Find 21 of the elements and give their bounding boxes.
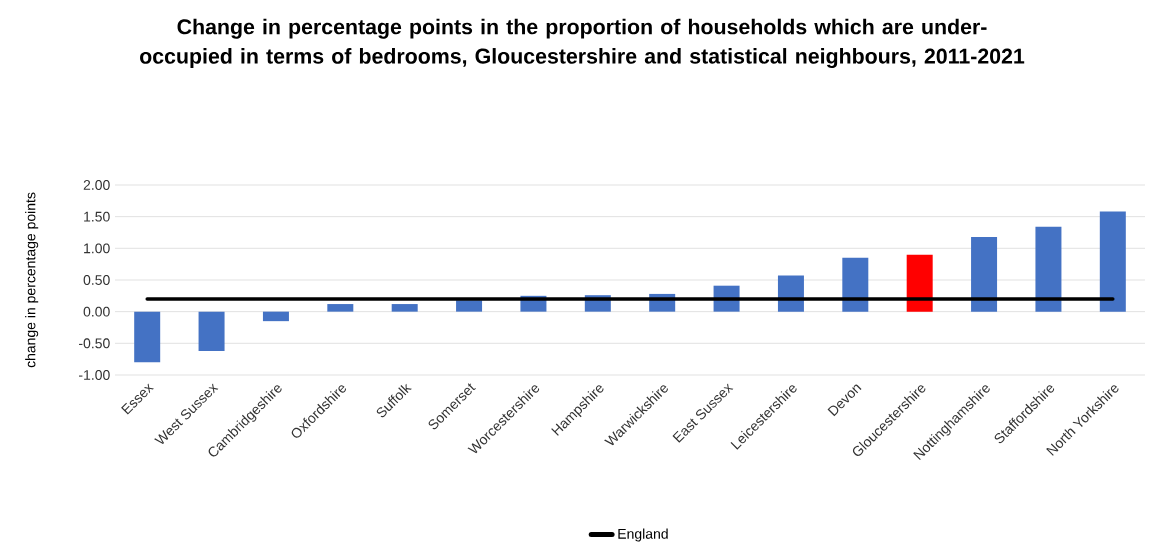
y-tick-label: 1.50 xyxy=(84,211,110,222)
bar xyxy=(198,311,225,351)
bar xyxy=(1035,226,1062,312)
bar xyxy=(906,254,933,312)
bar xyxy=(456,300,483,312)
bar xyxy=(262,311,289,322)
y-tick-label: 0.50 xyxy=(83,275,110,285)
bar xyxy=(391,304,418,312)
y-tick-label: 1.00 xyxy=(84,243,110,254)
legend-label: England xyxy=(618,528,668,542)
chart-title: Change in percentage points in the proportion of households which are under-occupied in terms of bedrooms, Gloucestershire and statistical neighbours, 2011-2021 xyxy=(140,18,1025,68)
y-tick-label: -0.50 xyxy=(79,338,110,349)
y-tick-label: 2.00 xyxy=(83,180,110,190)
bar xyxy=(134,311,161,363)
y-tick-label: -1.00 xyxy=(79,370,110,380)
y-tick-label: 0.00 xyxy=(83,306,110,317)
bar xyxy=(327,304,354,312)
bar xyxy=(842,257,869,312)
y-axis-title: change in percentage points xyxy=(25,192,39,368)
bar xyxy=(971,236,998,312)
bar xyxy=(1099,211,1126,312)
